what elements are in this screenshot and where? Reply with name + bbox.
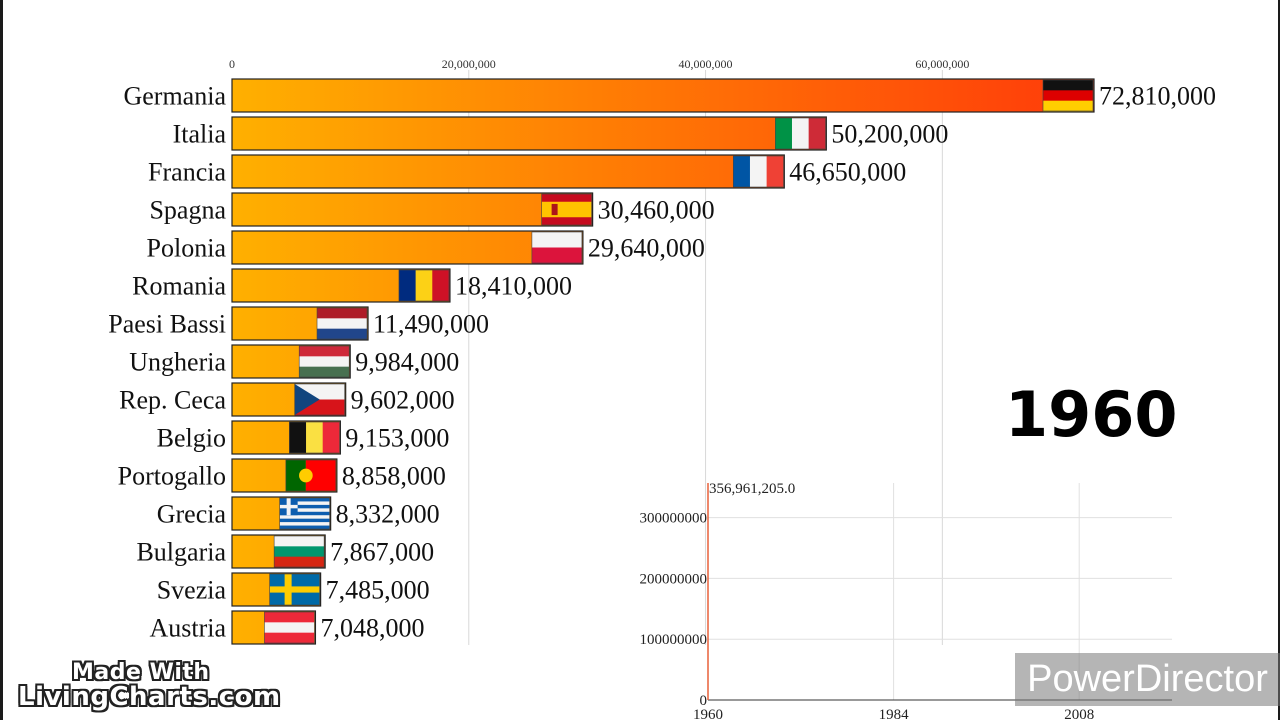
bar-row: Grecia 8,332,000	[157, 496, 440, 531]
bar-row: Ungheria 9,984,000	[129, 344, 459, 379]
x-tick-label: 20,000,000	[442, 57, 496, 71]
spain-flag-icon	[541, 193, 592, 226]
category-label: Germania	[123, 82, 226, 111]
value-label: 7,485,000	[326, 576, 430, 605]
bar	[231, 78, 1095, 113]
belgium-flag-icon	[289, 421, 340, 454]
sweden-flag-icon	[269, 573, 320, 606]
bar-row: Paesi Bassi 11,490,000	[108, 306, 489, 341]
value-label: 11,490,000	[373, 310, 489, 339]
x-tick-label: 40,000,000	[679, 57, 733, 71]
france-flag-icon	[732, 155, 784, 188]
bar-row: Portogallo 8,858,000	[118, 458, 446, 493]
bar-row: Austria 7,048,000	[149, 610, 424, 645]
category-label: Spagna	[149, 196, 226, 225]
x-tick-label: 2008	[1064, 707, 1094, 720]
x-tick-label: 1960	[693, 707, 723, 720]
bar	[231, 116, 827, 151]
category-label: Austria	[149, 614, 226, 643]
powerdirector-badge: PowerDirector	[1015, 653, 1280, 706]
austria-flag-icon	[264, 611, 315, 644]
category-label: Rep. Ceca	[119, 386, 226, 415]
category-label: Portogallo	[118, 462, 226, 491]
value-label: 9,153,000	[345, 424, 449, 453]
category-label: Ungheria	[129, 348, 226, 377]
value-label: 72,810,000	[1099, 82, 1216, 111]
category-label: Polonia	[147, 234, 227, 263]
y-tick-label: 200000000	[640, 571, 708, 587]
x-tick-label: 1984	[879, 707, 910, 720]
y-tick-label: 100000000	[640, 632, 708, 648]
germany-flag-icon	[1042, 79, 1094, 112]
bar-row: Rep. Ceca 9,602,000	[119, 382, 455, 417]
portugal-flag-icon	[285, 459, 337, 492]
greece-flag-icon	[279, 497, 330, 530]
bar-row: Svezia 7,485,000	[157, 572, 430, 607]
value-label: 7,048,000	[320, 614, 424, 643]
bar-row: Italia 50,200,000	[173, 116, 948, 151]
italy-flag-icon	[775, 117, 826, 150]
year-label: 1960	[1005, 378, 1178, 451]
category-label: Italia	[173, 120, 227, 149]
watermark-made-with: Made With	[72, 660, 210, 685]
value-label: 50,200,000	[831, 120, 948, 149]
watermark-livingcharts: LivingCharts.com	[18, 682, 281, 712]
bar-row: Bulgaria 7,867,000	[136, 534, 434, 569]
romania-flag-icon	[398, 269, 450, 302]
value-label: 8,332,000	[336, 500, 440, 529]
value-label: 46,650,000	[789, 158, 906, 187]
y-tick-label: 300000000	[640, 511, 708, 527]
category-label: Svezia	[157, 576, 227, 605]
czech-flag-icon	[294, 383, 345, 416]
category-label: Belgio	[157, 424, 226, 453]
value-label: 9,984,000	[355, 348, 459, 377]
category-label: Francia	[148, 158, 226, 187]
bar-row: Spagna 30,460,000	[149, 192, 715, 227]
right-frame-border	[1278, 0, 1280, 720]
value-label: 30,460,000	[598, 196, 715, 225]
value-label: 7,867,000	[330, 538, 434, 567]
category-label: Grecia	[157, 500, 227, 529]
category-label: Bulgaria	[136, 538, 226, 567]
value-label: 9,602,000	[351, 386, 455, 415]
bar-row: Belgio 9,153,000	[157, 420, 449, 455]
bulgaria-flag-icon	[273, 535, 325, 568]
y-tick-label: 0	[700, 693, 708, 709]
bar-row: Romania 18,410,000	[132, 268, 572, 303]
netherlands-flag-icon	[316, 307, 368, 340]
bar	[231, 192, 594, 227]
bar	[231, 154, 785, 189]
value-label: 8,858,000	[342, 462, 446, 491]
poland-flag-icon	[531, 231, 583, 264]
bar-row: Francia 46,650,000	[148, 154, 906, 189]
left-frame-border	[0, 0, 3, 720]
x-tick-label: 60,000,000	[915, 57, 969, 71]
x-tick-label: 0	[229, 57, 235, 71]
point-value-label: 356,961,205.0	[709, 481, 795, 497]
category-label: Paesi Bassi	[108, 310, 226, 339]
bar	[231, 230, 584, 265]
hungary-flag-icon	[298, 345, 350, 378]
bar-row: Polonia 29,640,000	[147, 230, 705, 265]
value-label: 18,410,000	[455, 272, 572, 301]
bar-row: Germania 72,810,000	[123, 78, 1216, 113]
value-label: 29,640,000	[588, 234, 705, 263]
category-label: Romania	[132, 272, 226, 301]
